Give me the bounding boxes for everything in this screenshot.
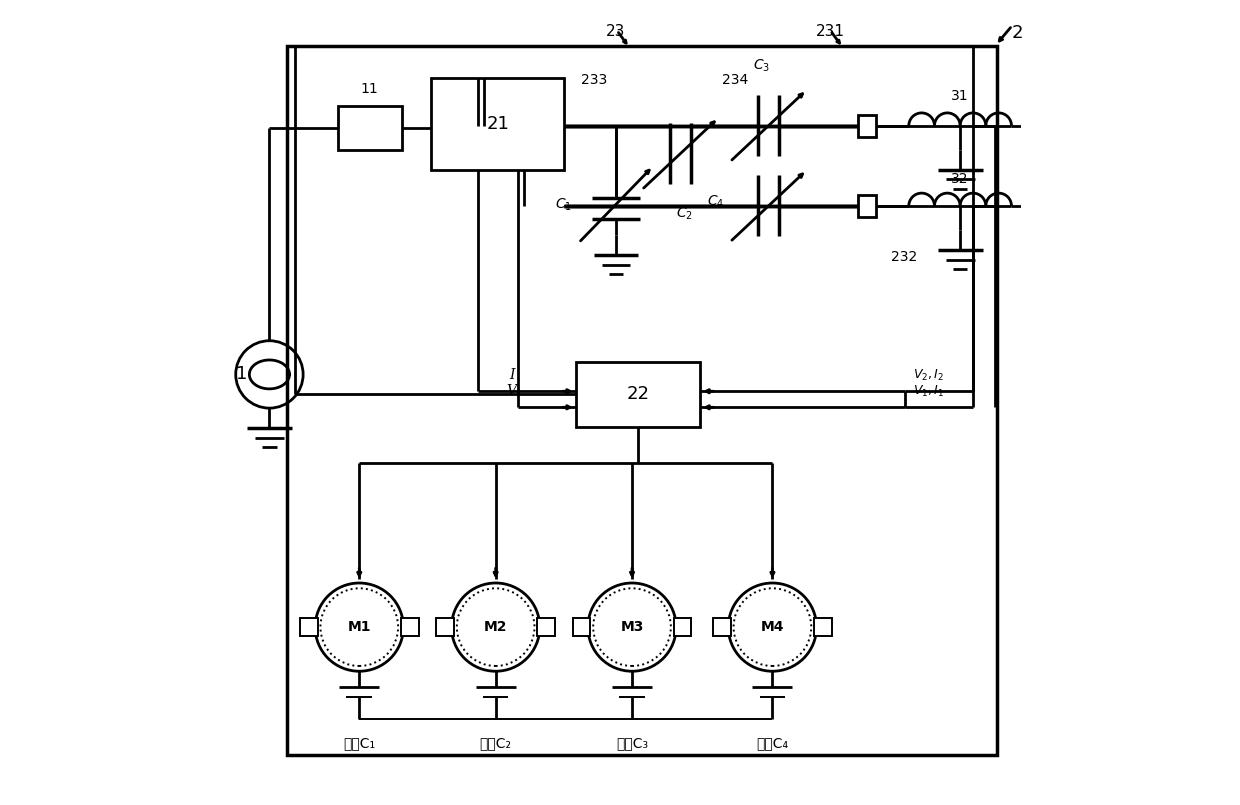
Text: 22: 22 [626, 386, 650, 403]
Text: 233: 233 [582, 72, 608, 87]
Bar [288, 46, 997, 755]
Text: 23: 23 [606, 24, 626, 39]
Text: 调节C₁: 调节C₁ [343, 737, 376, 750]
Text: $V_2,I_2$: $V_2,I_2$ [913, 368, 944, 383]
Text: 2: 2 [1012, 24, 1023, 42]
Bar [337, 105, 402, 150]
Text: 21: 21 [486, 115, 510, 133]
Bar [575, 362, 701, 427]
Bar [537, 618, 556, 636]
Bar [573, 618, 590, 636]
Text: M4: M4 [760, 620, 784, 634]
Text: $V_1,I_1$: $V_1,I_1$ [913, 384, 944, 399]
Bar [436, 618, 454, 636]
Text: $C_2$: $C_2$ [676, 206, 693, 222]
Bar [432, 77, 564, 170]
Text: 234: 234 [722, 72, 748, 87]
Bar [858, 195, 875, 217]
Text: M2: M2 [484, 620, 507, 634]
Text: 31: 31 [951, 89, 968, 103]
Text: 32: 32 [951, 172, 968, 186]
Text: I: I [508, 368, 515, 382]
Text: $C_4$: $C_4$ [707, 194, 724, 210]
Text: 231: 231 [816, 24, 844, 39]
Bar [300, 618, 317, 636]
Text: 1: 1 [236, 365, 247, 383]
Bar [572, 63, 712, 260]
Text: 调节C₂: 调节C₂ [480, 737, 512, 750]
Text: M3: M3 [620, 620, 644, 634]
Text: 调节C₄: 调节C₄ [756, 737, 789, 750]
Text: V: V [507, 384, 517, 398]
Bar [673, 618, 692, 636]
Bar [401, 618, 419, 636]
Text: 11: 11 [361, 82, 378, 96]
Text: M1: M1 [347, 620, 371, 634]
Text: $C_1$: $C_1$ [556, 196, 572, 213]
Text: 调节C₃: 调节C₃ [616, 737, 649, 750]
Bar [712, 54, 869, 266]
Text: 232: 232 [892, 250, 918, 264]
Bar [713, 618, 730, 636]
Text: $C_3$: $C_3$ [754, 57, 770, 73]
Bar [712, 63, 844, 260]
Bar [815, 618, 832, 636]
Bar [858, 114, 875, 137]
Bar [568, 54, 869, 266]
